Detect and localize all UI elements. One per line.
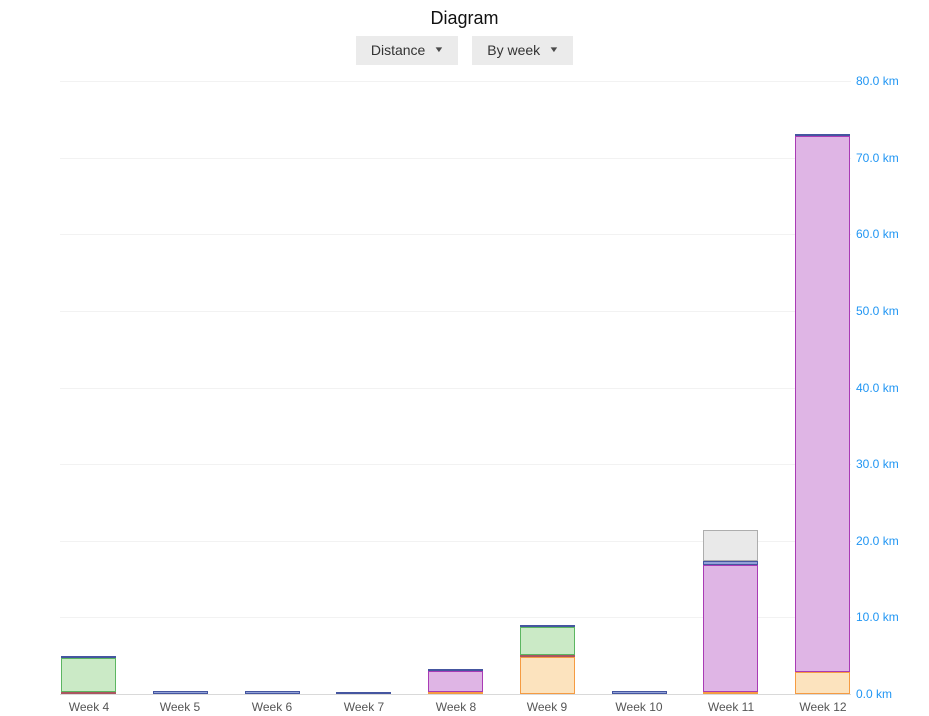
bar-segment-purple-series[interactable]: [795, 136, 850, 672]
x-axis-tick-label: Week 9: [526, 700, 568, 714]
bar-segment-orange-series[interactable]: [703, 692, 758, 694]
x-axis-tick-label: Week 6: [251, 700, 293, 714]
x-axis-tick-label: Week 8: [435, 700, 477, 714]
bar-segment-blue-series[interactable]: [795, 134, 850, 136]
bar-segment-orange-series[interactable]: [795, 672, 850, 694]
gridline: [60, 464, 851, 465]
bar-segment-green-series[interactable]: [61, 658, 116, 692]
x-axis-line: [60, 694, 851, 695]
y-axis-tick-label: 10.0 km: [856, 610, 899, 624]
bar-segment-gray-series[interactable]: [703, 530, 758, 561]
gridline: [60, 388, 851, 389]
bar-segment-purple-series[interactable]: [703, 565, 758, 692]
x-axis-tick-label: Week 7: [343, 700, 385, 714]
bar-segment-blue-series[interactable]: [245, 691, 300, 694]
period-dropdown-label: By week: [487, 42, 541, 58]
bar-segment-purple-series[interactable]: [428, 671, 483, 692]
metric-dropdown-label: Distance: [370, 42, 426, 58]
y-axis-tick-label: 30.0 km: [856, 457, 899, 471]
y-axis-tick-label: 40.0 km: [856, 381, 899, 395]
gridline: [60, 541, 851, 542]
bar-segment-blue-series[interactable]: [520, 625, 575, 627]
gridline: [60, 234, 851, 235]
x-axis-tick-label: Week 11: [707, 700, 755, 714]
bar-segment-blue-series[interactable]: [612, 691, 667, 694]
bar-segment-blue-series[interactable]: [153, 691, 208, 694]
bar-segment-blue-series[interactable]: [703, 561, 758, 565]
y-axis-tick-label: 60.0 km: [856, 227, 899, 241]
x-axis-tick-label: Week 12: [799, 700, 847, 714]
page-title: Diagram: [430, 8, 499, 28]
chevron-down-icon: ▼: [433, 45, 445, 55]
y-axis-tick-label: 80.0 km: [856, 74, 899, 88]
gridline: [60, 617, 851, 618]
bar-segment-red-series[interactable]: [61, 692, 116, 694]
bar-segment-red-series[interactable]: [520, 655, 575, 657]
x-axis-tick-label: Week 4: [68, 700, 110, 714]
period-dropdown[interactable]: By week ▼: [472, 36, 574, 66]
x-axis-tick-label: Week 5: [159, 700, 201, 714]
y-axis-tick-label: 0.0 km: [856, 687, 893, 701]
bar-segment-blue-series[interactable]: [61, 656, 116, 658]
bar-segment-blue-series[interactable]: [428, 669, 483, 671]
y-axis-tick-label: 50.0 km: [856, 304, 899, 318]
bar-segment-orange-series[interactable]: [428, 692, 483, 694]
gridline: [60, 311, 851, 312]
chevron-down-icon: ▼: [548, 45, 560, 55]
bar-segment-green-series[interactable]: [520, 627, 575, 655]
gridline: [60, 158, 851, 159]
metric-dropdown[interactable]: Distance ▼: [355, 36, 459, 66]
chart-controls: Distance ▼ By week ▼: [0, 36, 929, 66]
bar-segment-blue-series[interactable]: [336, 692, 391, 694]
gridline: [60, 81, 851, 82]
y-axis-tick-label: 20.0 km: [856, 534, 899, 548]
y-axis-tick-label: 70.0 km: [856, 151, 899, 165]
bar-segment-orange-series[interactable]: [520, 657, 575, 694]
x-axis-tick-label: Week 10: [615, 700, 663, 714]
